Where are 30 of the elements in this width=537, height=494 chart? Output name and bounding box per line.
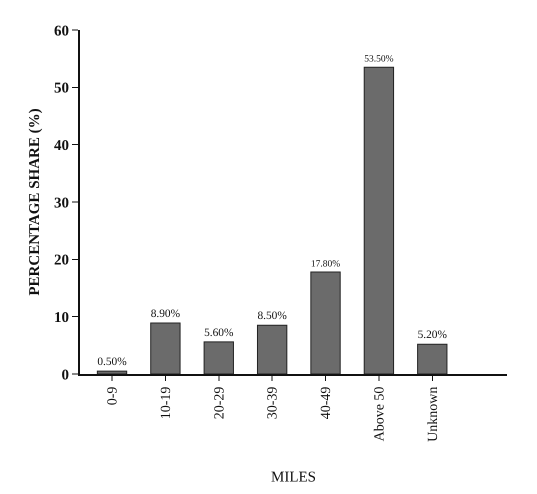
data-label: 8.50% [257, 310, 288, 322]
y-tick-label: 10 [54, 310, 69, 326]
y-axis-title: PERCENTAGE SHARE (%) [27, 108, 43, 296]
x-axis-title: MILES [271, 469, 316, 486]
data-label: 53.50% [364, 54, 394, 65]
y-tick-label: 60 [54, 23, 69, 40]
x-tick-label: 30-39 [266, 386, 281, 420]
bar [150, 322, 181, 374]
y-tick-label: 40 [54, 138, 69, 154]
bar [417, 344, 448, 374]
bar [204, 341, 234, 374]
bar [364, 66, 394, 374]
data-label: 5.60% [204, 326, 234, 339]
x-tick-label: 10-19 [158, 386, 174, 420]
data-label: 0.50% [97, 356, 128, 368]
y-tick-label: 20 [54, 252, 69, 269]
y-tick-label: 0 [62, 367, 69, 384]
x-tick-label: Above 50 [372, 386, 388, 442]
data-label: 5.20% [418, 329, 448, 342]
bar [310, 271, 341, 374]
x-tick-label: 20-29 [212, 386, 228, 420]
x-tick-label: Unknown [426, 386, 441, 442]
data-label: 17.80% [310, 259, 340, 270]
y-tick-label: 50 [54, 80, 69, 97]
bar [96, 370, 128, 374]
data-label: 8.90% [150, 308, 181, 320]
x-tick-label: 0-9 [106, 386, 121, 406]
bar [256, 324, 288, 374]
x-tick-label: 40-49 [319, 386, 334, 420]
y-tick-label: 30 [54, 195, 69, 212]
